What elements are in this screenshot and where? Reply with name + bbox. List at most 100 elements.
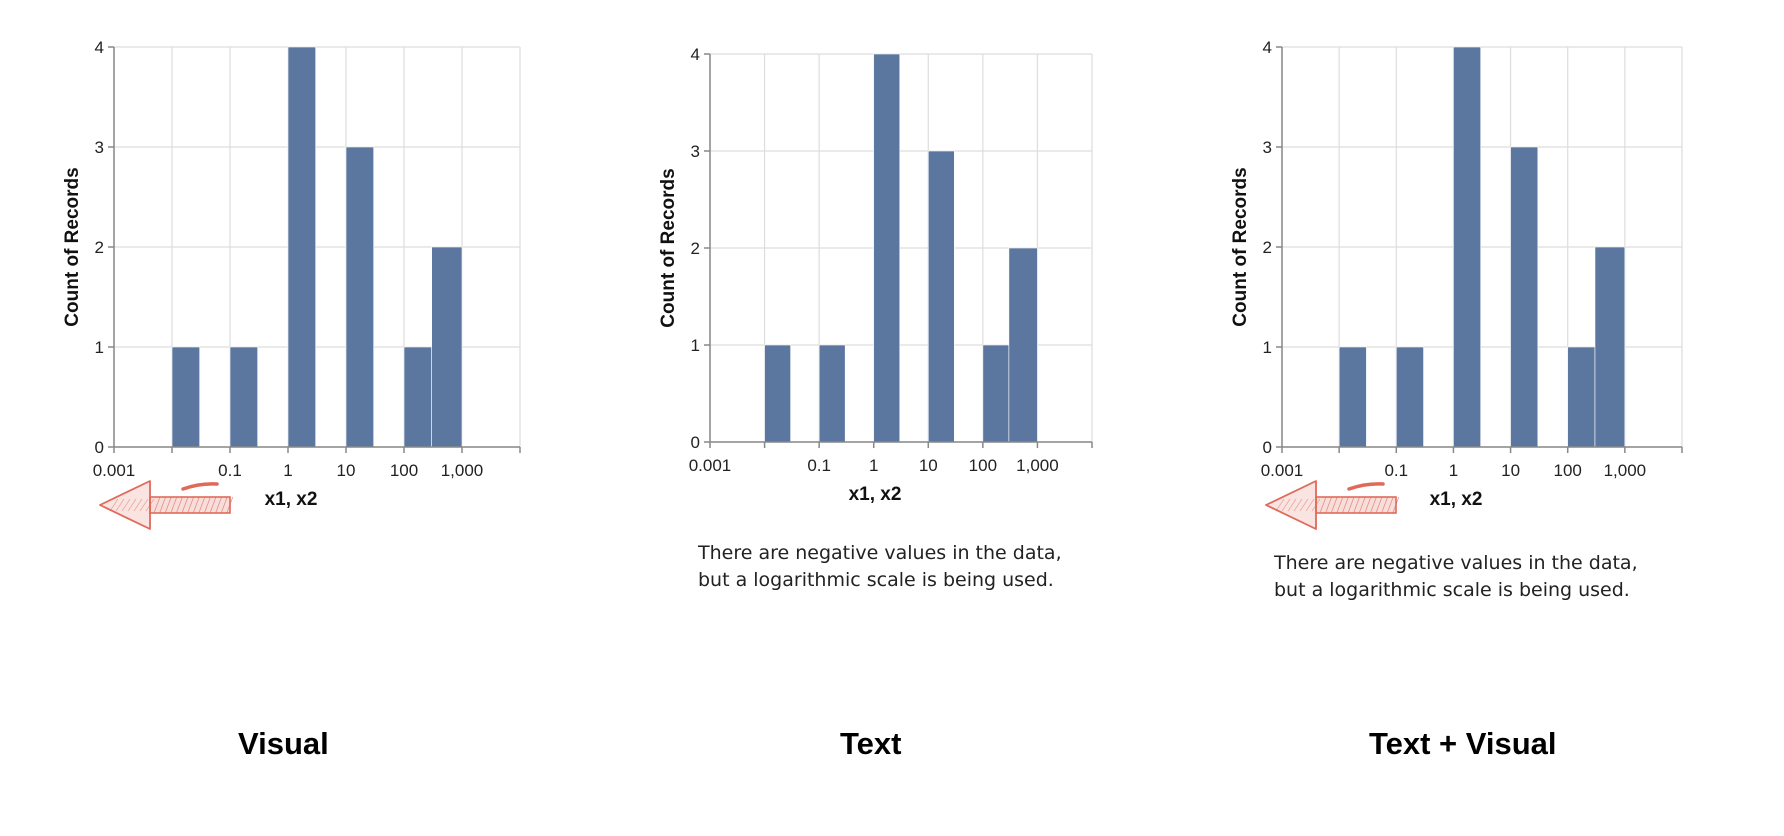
arrow-hatch	[1347, 496, 1355, 514]
arrow-hatch	[192, 496, 200, 514]
x-tick-label: 100	[969, 456, 997, 475]
x-axis-title: x1, x2	[1430, 489, 1483, 510]
x-tick-label: 100	[1554, 461, 1582, 480]
x-axis-title: x1, x2	[265, 489, 318, 510]
histogram-bar	[1338, 346, 1367, 448]
arrow-hatch	[181, 496, 189, 514]
y-tick-label: 2	[691, 239, 700, 258]
arrow-hatch	[1299, 498, 1309, 512]
histogram-bar	[982, 344, 1010, 443]
y-tick-label: 0	[1263, 438, 1272, 457]
minus-sign-icon	[1347, 482, 1385, 491]
histogram-bar	[229, 346, 258, 448]
arrow-hatch	[1370, 496, 1377, 514]
negative-values-arrow-icon	[99, 480, 234, 530]
condition-caption: Visual	[238, 726, 329, 761]
histogram-bar	[345, 146, 374, 448]
x-axis-title: x1, x2	[849, 484, 902, 505]
arrow-hatch	[153, 496, 161, 514]
y-tick-label: 4	[95, 38, 104, 57]
x-tick-label: 1	[1449, 461, 1458, 480]
x-tick-label: 1	[283, 461, 292, 480]
y-axis-title: Count of Records	[1230, 167, 1251, 326]
arrow-hatch	[1330, 496, 1338, 514]
histogram-bar	[873, 53, 901, 443]
histogram-chart: 0 1 2 3 4 0.001 0.1 1 10 100 1,000 x1, x2 Count of R…	[658, 45, 1093, 505]
arrow-hatch	[133, 498, 143, 512]
y-tick-label: 2	[95, 238, 104, 257]
condition-caption: Text	[840, 726, 902, 761]
histogram-bar	[1395, 346, 1424, 448]
arrow-hatch	[1386, 496, 1394, 514]
warning-note-line: but a logarithmic scale is being used.	[1274, 579, 1630, 601]
arrow-hatch	[170, 496, 178, 514]
y-axis-title: Count of Records	[62, 167, 83, 326]
warning-note: There are negative values in the data, b…	[1274, 550, 1638, 604]
panel-visual: 0 1 2 3 4 0.001 0.1 1 10 100 1,000 x1, x2 Count of R…	[0, 0, 594, 836]
y-tick-label: 2	[1263, 238, 1272, 257]
arrow-head	[99, 480, 151, 530]
arrow-hatch	[127, 498, 137, 512]
x-tick-label: 0.1	[807, 456, 831, 475]
histogram-bar	[818, 344, 846, 443]
arrow-hatch	[187, 496, 194, 514]
arrow-hatch	[1281, 498, 1291, 512]
arrow-hatch	[139, 498, 149, 512]
histogram-bar	[1008, 247, 1038, 443]
y-tick-label: 0	[691, 433, 700, 452]
x-tick-label: 10	[337, 461, 356, 480]
warning-note-line: There are negative values in the data,	[698, 542, 1062, 564]
arrow-hatch	[164, 496, 172, 514]
x-tick-label: 0.001	[689, 456, 732, 475]
histogram-bar	[287, 46, 316, 448]
histogram-bar	[1453, 46, 1481, 448]
histogram-bar	[403, 346, 432, 448]
arrow-hatch	[1287, 498, 1297, 512]
y-tick-label: 1	[691, 336, 700, 355]
arrow-hatch	[1311, 498, 1321, 512]
panel-text: 0 1 2 3 4 0.001 0.1 1 10 100 1,000 x1, x2 Count of R…	[594, 0, 1188, 836]
arrow-hatch	[1392, 496, 1400, 514]
arrow-hatch	[220, 496, 228, 514]
arrow-hatch	[1342, 496, 1349, 514]
arrow-head	[1265, 480, 1317, 530]
arrow-hatch	[145, 498, 155, 512]
condition-caption: Text + Visual	[1369, 726, 1557, 761]
x-tick-label: 0.001	[1261, 461, 1304, 480]
warning-note-line: but a logarithmic scale is being used.	[698, 569, 1054, 591]
negative-values-arrow-icon	[1265, 480, 1400, 530]
warning-note: There are negative values in the data, b…	[698, 540, 1062, 594]
arrow-hatch	[1353, 496, 1360, 514]
histogram-bar	[927, 150, 955, 443]
histogram-chart: 0 1 2 3 4 0.001 0.1 1 10 100 1,000 x1, x2 Count of R…	[62, 38, 521, 530]
arrow-hatch	[121, 498, 131, 512]
histogram-bar	[171, 346, 200, 448]
arrow-shaft	[1315, 496, 1397, 514]
y-tick-label: 1	[95, 338, 104, 357]
x-tick-label: 1,000	[1604, 461, 1647, 480]
histogram-bar	[1567, 346, 1596, 448]
arrow-hatch	[109, 498, 119, 512]
x-tick-label: 0.1	[218, 461, 242, 480]
warning-note-line: There are negative values in the data,	[1274, 552, 1638, 574]
arrow-hatch	[209, 496, 217, 514]
x-tick-label: 1	[869, 456, 878, 475]
arrow-hatch	[226, 496, 234, 514]
y-tick-label: 0	[95, 438, 104, 457]
arrow-hatch	[1325, 496, 1332, 514]
arrow-hatch	[1305, 498, 1315, 512]
x-tick-label: 0.001	[93, 461, 136, 480]
panel-text-visual: 0 1 2 3 4 0.001 0.1 1 10 100 1,000 x1, x2 Count of R…	[1188, 0, 1782, 836]
y-tick-label: 4	[691, 45, 700, 64]
minus-sign-icon	[181, 482, 219, 491]
arrow-shaft	[149, 496, 231, 514]
y-tick-label: 4	[1263, 38, 1272, 57]
arrow-hatch	[115, 498, 125, 512]
arrow-hatch	[198, 496, 206, 514]
arrow-hatch	[1381, 496, 1388, 514]
y-tick-label: 3	[95, 138, 104, 157]
x-tick-label: 1,000	[1016, 456, 1059, 475]
arrow-hatch	[1275, 498, 1285, 512]
x-tick-label: 10	[1501, 461, 1520, 480]
x-tick-label: 0.1	[1384, 461, 1408, 480]
